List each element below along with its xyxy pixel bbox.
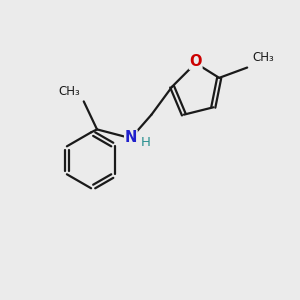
Text: CH₃: CH₃	[253, 51, 274, 64]
Text: H: H	[141, 136, 151, 149]
Text: N: N	[125, 130, 137, 145]
Text: CH₃: CH₃	[58, 85, 80, 98]
Text: O: O	[189, 54, 202, 69]
